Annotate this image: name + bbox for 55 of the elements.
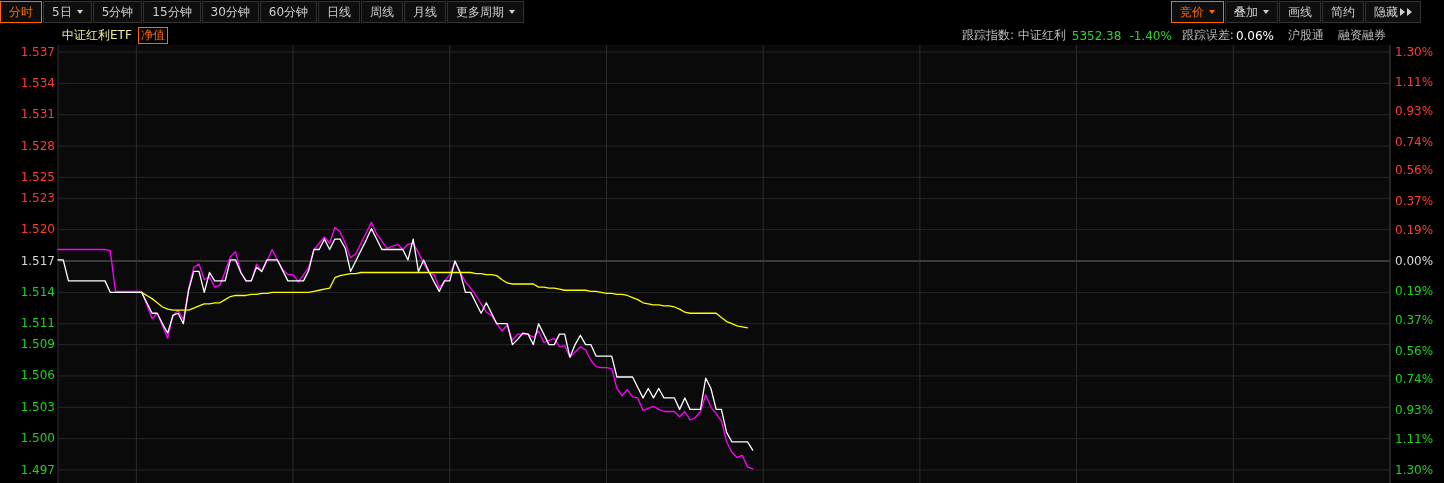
text: 跟踪误差: bbox=[1181, 27, 1234, 44]
y-tick-label: 1.509 bbox=[20, 337, 55, 352]
y-tick-label: 1.497 bbox=[20, 462, 55, 477]
y-tick-label: 1.500 bbox=[20, 431, 55, 446]
text: 跟踪指数: 中证红利 bbox=[961, 27, 1066, 44]
y2-tick-label: 0.37% bbox=[1395, 194, 1434, 209]
text: 15分钟 bbox=[152, 4, 192, 21]
text: 隐藏 bbox=[1374, 4, 1398, 21]
text: 5352.38 bbox=[1071, 28, 1122, 43]
y-tick-label: 1.520 bbox=[20, 222, 55, 237]
text: 5分钟 bbox=[101, 4, 134, 21]
y2-tick-label: 0.56% bbox=[1395, 343, 1434, 358]
y2-tick-label: 1.11% bbox=[1395, 431, 1434, 446]
text: 60分钟 bbox=[268, 4, 309, 21]
text: 30分钟 bbox=[210, 4, 250, 21]
y-tick-label: 1.523 bbox=[20, 190, 55, 205]
y2-tick-label: 0.00% bbox=[1395, 253, 1434, 268]
text: 月线 bbox=[413, 4, 438, 21]
text: 融资融券 bbox=[1338, 27, 1386, 44]
text: 简约 bbox=[1331, 4, 1355, 21]
y2-tick-label: 0.19% bbox=[1395, 284, 1434, 299]
chart-title: 中证红利ETF bbox=[62, 27, 132, 44]
y-tick-label: 1.537 bbox=[20, 44, 55, 59]
text: 沪股通 bbox=[1288, 27, 1324, 44]
y2-tick-label: 1.30% bbox=[1395, 462, 1434, 477]
text: 叠加 bbox=[1234, 4, 1258, 21]
text: 周线 bbox=[370, 4, 395, 21]
y2-tick-label: 0.74% bbox=[1395, 372, 1434, 387]
text: 竞价 bbox=[1180, 4, 1204, 21]
y2-tick-label: 0.74% bbox=[1395, 134, 1434, 149]
y2-tick-label: 1.30% bbox=[1395, 44, 1434, 59]
text: 净值 bbox=[137, 27, 168, 44]
y-tick-label: 1.517 bbox=[20, 253, 55, 268]
y-tick-label: 1.525 bbox=[20, 169, 55, 184]
y2-tick-label: 1.11% bbox=[1395, 75, 1434, 90]
text: -1.40% bbox=[1129, 28, 1172, 43]
y-tick-label: 1.514 bbox=[20, 284, 55, 299]
text: 5日 bbox=[52, 4, 72, 21]
line-series bbox=[140, 271, 749, 329]
y-tick-label: 1.503 bbox=[20, 399, 55, 414]
text: 更多周期 bbox=[456, 4, 505, 21]
y-tick-label: 1.506 bbox=[20, 368, 55, 383]
y2-tick-label: 0.37% bbox=[1395, 312, 1434, 327]
y-tick-label: 1.511 bbox=[20, 316, 55, 331]
y2-tick-label: 0.56% bbox=[1395, 163, 1434, 178]
y2-tick-label: 0.19% bbox=[1395, 222, 1434, 237]
text: 日线 bbox=[327, 4, 352, 21]
y-tick-label: 1.528 bbox=[20, 138, 55, 153]
text: 0.06% bbox=[1235, 28, 1274, 43]
y-tick-label: 1.534 bbox=[20, 75, 55, 90]
y2-tick-label: 0.93% bbox=[1395, 103, 1434, 118]
text: 分时 bbox=[9, 4, 33, 21]
y2-tick-label: 0.93% bbox=[1395, 403, 1434, 418]
y-tick-label: 1.531 bbox=[20, 107, 55, 122]
text: 画线 bbox=[1288, 4, 1312, 21]
